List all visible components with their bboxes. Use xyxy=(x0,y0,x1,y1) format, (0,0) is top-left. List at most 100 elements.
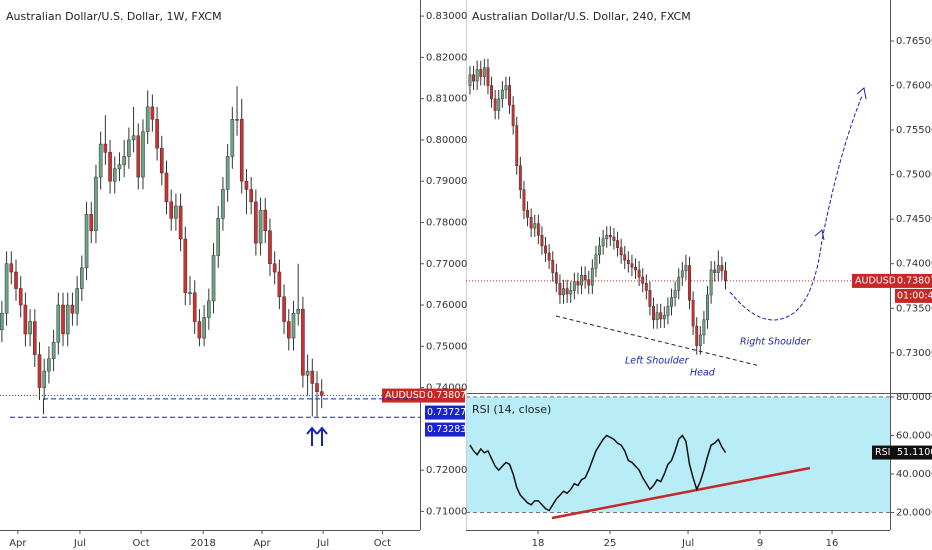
candle-body xyxy=(310,370,315,384)
x-tick-label: 16 xyxy=(826,538,839,549)
badge-value: 51.1100 xyxy=(897,447,932,458)
badge-value-bg xyxy=(895,445,932,460)
candle-body xyxy=(108,152,112,182)
y-tick-label: 60.0000 xyxy=(896,430,932,441)
candle-body xyxy=(277,271,282,298)
candle-body xyxy=(544,245,547,254)
candle-body xyxy=(37,354,42,388)
candle-body xyxy=(192,292,197,322)
candle-body xyxy=(572,281,576,291)
candle-body xyxy=(239,119,244,182)
badge-name-bg xyxy=(872,445,895,460)
candle-body xyxy=(680,270,684,278)
candle-body xyxy=(536,223,540,236)
candle-body xyxy=(720,265,724,272)
y-tick-label: 0.83000 xyxy=(426,11,467,22)
candle-body xyxy=(272,263,277,273)
level-badge: 0.73283 xyxy=(427,424,466,435)
chart-title: Australian Dollar/U.S. Dollar, 240, FXCM xyxy=(472,10,691,23)
candle-body xyxy=(164,172,169,203)
candle-body xyxy=(529,217,533,229)
candle-body xyxy=(626,259,630,264)
y-tick-label: 0.82000 xyxy=(426,52,467,63)
candle-body xyxy=(713,269,717,273)
neckline xyxy=(555,315,761,367)
candle-body xyxy=(103,143,108,153)
x-tick-label: 2018 xyxy=(190,538,215,549)
candle-body xyxy=(569,290,573,295)
candle-body xyxy=(598,245,601,256)
chart-title: Australian Dollar/U.S. Dollar, 1W, FXCM xyxy=(6,10,222,23)
candle-body xyxy=(23,304,28,335)
candle-body xyxy=(155,119,159,149)
y-tick-label: 0.74000 xyxy=(896,259,932,270)
candle-body xyxy=(673,290,677,298)
candle-body xyxy=(515,125,519,166)
candle-body xyxy=(558,283,562,296)
candle-body xyxy=(497,98,501,111)
candle-body xyxy=(301,308,305,376)
y-tick-label: 0.73000 xyxy=(896,348,932,359)
candle-body xyxy=(159,147,164,174)
badge-value: 0.73807 xyxy=(897,275,932,286)
x-tick-label: Jul xyxy=(316,538,329,549)
candle-body xyxy=(490,85,493,100)
candle-body xyxy=(634,267,637,271)
candle-body xyxy=(169,201,174,219)
candle-body xyxy=(526,210,529,218)
candle-body xyxy=(670,297,673,307)
candle-body xyxy=(268,230,272,265)
candle-body xyxy=(637,269,641,278)
candle-body xyxy=(601,238,605,247)
candle-body xyxy=(522,189,526,211)
projection-arrowheads xyxy=(814,87,867,241)
candle-body xyxy=(709,269,713,296)
candle-body xyxy=(112,168,117,182)
candle-body xyxy=(691,299,695,327)
badge-value-bg xyxy=(895,273,932,288)
badge-name: RSI xyxy=(875,447,890,458)
candle-body xyxy=(47,358,51,372)
x-tick-label: Jul xyxy=(73,538,86,549)
badge-name: AUDUSD xyxy=(385,390,426,401)
candle-body xyxy=(230,119,235,157)
candle-body xyxy=(547,252,551,261)
y-tick-label: 0.81000 xyxy=(426,94,467,105)
x-tick-label: 18 xyxy=(532,538,545,549)
y-tick-label: 0.74000 xyxy=(426,383,467,394)
up-arrows xyxy=(306,426,328,446)
candle-body xyxy=(565,288,569,295)
candle-body xyxy=(468,74,472,86)
candle-body xyxy=(608,234,612,238)
candle-body xyxy=(98,143,103,178)
candle-body xyxy=(702,319,706,336)
candle-body xyxy=(659,312,663,320)
candle-body xyxy=(258,209,263,244)
candle-body xyxy=(518,165,522,191)
rsi-trendline xyxy=(551,466,811,520)
candle-body xyxy=(42,370,47,388)
candle-body xyxy=(296,308,300,314)
candle-body xyxy=(202,317,206,339)
badge-name: AUDUSD xyxy=(855,275,896,286)
candle-body xyxy=(89,213,94,231)
candle-body xyxy=(605,234,609,240)
level-badge-bg xyxy=(425,405,465,420)
y-tick-label: 0.80000 xyxy=(426,135,467,146)
candle-body xyxy=(508,85,511,106)
candle-body xyxy=(291,313,296,339)
countdown: 01:00:42 xyxy=(897,290,932,301)
candle-body xyxy=(688,265,691,301)
y-tick-label: 0.71000 xyxy=(426,506,467,517)
candle-body xyxy=(0,313,4,331)
candle-body xyxy=(183,238,188,293)
candle-body xyxy=(4,263,9,314)
candle-body xyxy=(117,164,122,170)
annotation: Right Shoulder xyxy=(740,337,811,348)
candle-body xyxy=(94,176,98,231)
x-tick-label: Oct xyxy=(132,538,149,549)
candle-body xyxy=(677,276,681,291)
y-tick-label: 0.77000 xyxy=(426,259,467,270)
